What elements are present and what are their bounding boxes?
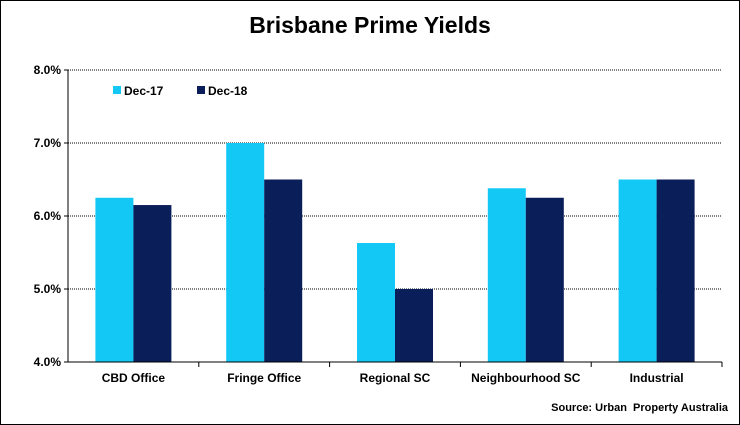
legend: Dec-17 Dec-18 [113, 84, 248, 98]
legend-swatch [113, 86, 121, 94]
source-note: Source: Urban Property Australia [551, 402, 728, 414]
y-tick-label: 5.0% [34, 282, 62, 296]
x-category-label: CBD Office [102, 371, 166, 385]
y-tick-label: 7.0% [34, 136, 62, 150]
y-tick-labels: 4.0% 5.0% 6.0% 7.0% 8.0% [34, 63, 62, 369]
bar-dec-18 [525, 197, 564, 362]
legend-label: Dec-17 [124, 84, 164, 98]
x-category-label: Neighbourhood SC [471, 371, 581, 385]
legend-swatch [197, 86, 205, 94]
bar-dec-18 [133, 205, 172, 362]
chart-title: Brisbane Prime Yields [249, 12, 491, 38]
bar-dec-17 [618, 179, 657, 362]
x-category-label: Regional SC [360, 371, 431, 385]
legend-label: Dec-18 [208, 84, 248, 98]
bars [95, 143, 695, 362]
bar-dec-17 [226, 143, 265, 362]
bar-dec-18 [656, 179, 695, 362]
bar-dec-17 [95, 197, 134, 362]
x-category-label: Fringe Office [227, 371, 301, 385]
y-tick-label: 4.0% [34, 355, 62, 369]
bar-dec-18 [264, 179, 303, 362]
x-category-label: Industrial [630, 371, 684, 385]
axes [64, 69, 723, 367]
bar-dec-17 [357, 243, 395, 362]
y-tick-label: 8.0% [34, 63, 62, 77]
y-tick-label: 6.0% [34, 209, 62, 223]
category-labels: CBD Office Fringe Office Regional SC Neighb… [102, 371, 684, 385]
bar-dec-18 [395, 289, 433, 362]
bar-dec-17 [487, 188, 526, 362]
